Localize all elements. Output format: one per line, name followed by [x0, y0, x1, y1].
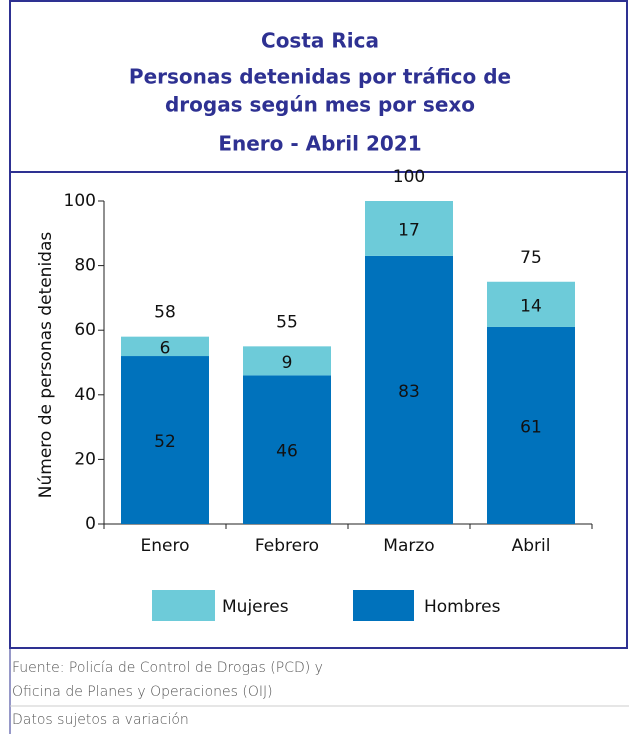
source: Oficina de Planes y Operaciones (OIJ) [12, 684, 273, 700]
legend-swatch [152, 590, 215, 621]
total-label: 55 [276, 312, 298, 332]
y-tick-label: 20 [74, 449, 96, 469]
bar-segment [243, 346, 331, 376]
x-tick-label: Febrero [255, 536, 319, 556]
data-label: 14 [520, 296, 542, 316]
x-tick-label: Marzo [383, 536, 434, 556]
bar-segment [121, 356, 209, 524]
source: Datos sujetos a variación [12, 712, 189, 728]
legend-label: Hombres [424, 597, 501, 617]
total-label: 75 [520, 248, 542, 268]
bar-segment [487, 326, 575, 524]
chart-subtitle: drogas según mes por sexo [165, 93, 475, 117]
y-tick-label: 100 [64, 191, 96, 211]
frame [9, 0, 628, 649]
legend-swatch [353, 590, 414, 621]
bar-segment [365, 255, 453, 524]
chart-subtitle: Personas detenidas por tráfico de [129, 65, 511, 89]
data-label: 6 [160, 338, 171, 358]
data-label: 61 [520, 417, 542, 437]
y-tick-label: 0 [85, 514, 96, 534]
data-label: 83 [398, 382, 420, 402]
data-label: 9 [282, 353, 293, 373]
chart-title: Costa Rica [261, 29, 379, 53]
chart-subtitle: Enero - Abril 2021 [218, 132, 421, 156]
bar-segment [121, 336, 209, 357]
bar-segment [365, 201, 453, 256]
y-tick-label: 80 [74, 256, 96, 276]
data-label: 52 [154, 432, 176, 452]
total-label: 100 [393, 167, 425, 187]
source: Fuente: Policía de Control de Drogas (PC… [12, 660, 323, 676]
data-label: 46 [276, 442, 298, 462]
bar-segment [243, 375, 331, 524]
y-axis-label: Número de personas detenidas [36, 232, 56, 499]
data-label: 17 [398, 220, 420, 240]
y-tick-label: 40 [74, 385, 96, 405]
legend-label: Mujeres [222, 597, 289, 617]
total-label: 58 [154, 303, 176, 323]
y-tick-label: 60 [74, 320, 96, 340]
x-tick-label: Abril [512, 536, 551, 556]
x-tick-label: Enero [141, 536, 190, 556]
bar-segment [487, 281, 575, 327]
